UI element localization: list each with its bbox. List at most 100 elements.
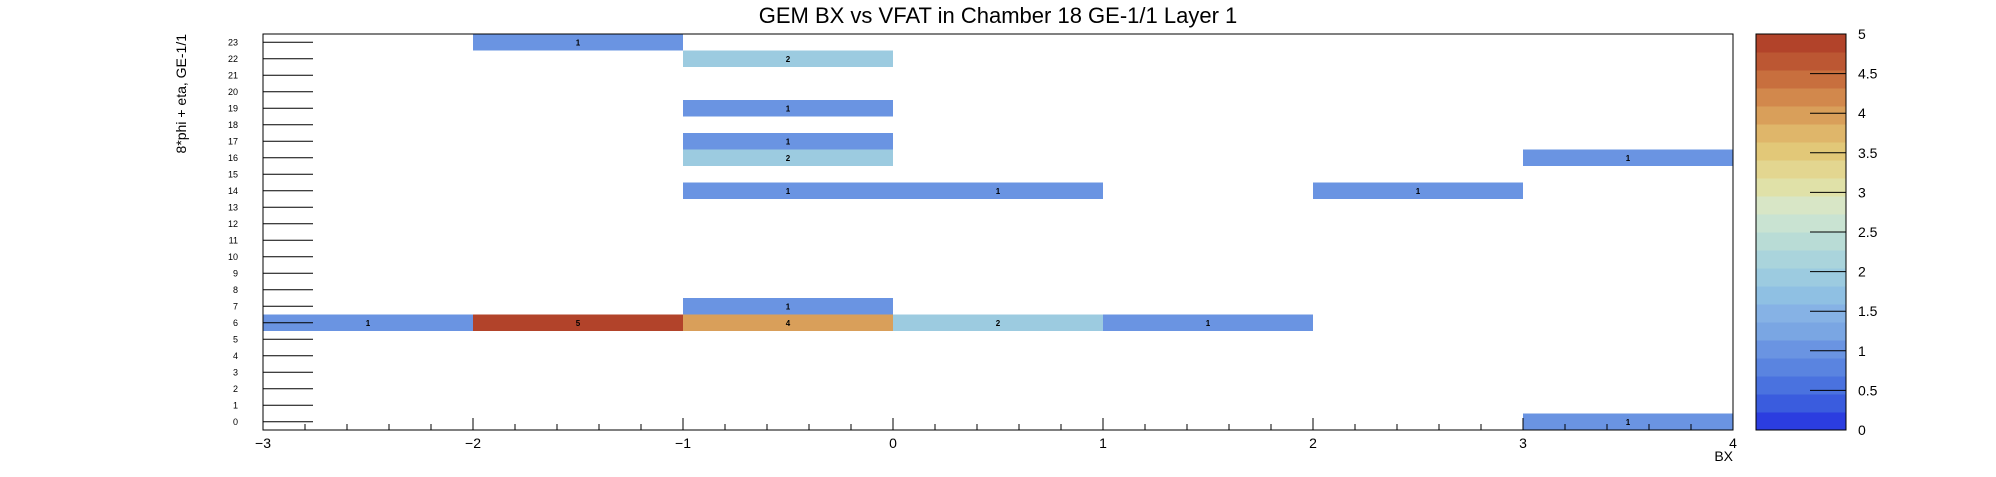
x-axis-label: BX — [1714, 448, 1733, 464]
colorbar-segment — [1756, 214, 1846, 233]
colorbar-tick-label: 3 — [1858, 184, 1866, 200]
colorbar-segment — [1756, 88, 1846, 107]
colorbar-segment — [1756, 340, 1846, 359]
x-tick-label: 2 — [1309, 435, 1317, 451]
heatmap-cell — [683, 100, 893, 117]
y-tick-label: 17 — [228, 136, 238, 146]
y-tick-label: 3 — [233, 367, 238, 377]
colorbar-tick-label: 5 — [1858, 26, 1866, 42]
cell-value-label: 1 — [1626, 154, 1631, 163]
colorbar-tick-label: 3.5 — [1858, 145, 1878, 161]
colorbar-segment — [1756, 268, 1846, 287]
colorbar-segment — [1756, 250, 1846, 269]
y-tick-label: 15 — [228, 169, 238, 179]
chart-title: GEM BX vs VFAT in Chamber 18 GE-1/1 Laye… — [759, 3, 1238, 28]
colorbar-segment — [1756, 286, 1846, 305]
colorbar-segment — [1756, 394, 1846, 413]
y-tick-label: 4 — [233, 351, 238, 361]
plot-frame — [262, 33, 1734, 431]
heatmap-cell — [683, 50, 893, 67]
cell-value-label: 2 — [996, 319, 1001, 328]
colorbar-segment — [1756, 322, 1846, 341]
cell-value-label: 1 — [1626, 418, 1631, 427]
cell-value-label: 2 — [786, 154, 791, 163]
y-tick-label: 0 — [233, 417, 238, 427]
cell-value-label: 2 — [786, 55, 791, 64]
x-tick-label: −2 — [465, 435, 481, 451]
colorbar-tick-label: 4.5 — [1858, 66, 1878, 82]
heatmap-cell — [1523, 413, 1733, 430]
x-tick-label: 3 — [1519, 435, 1527, 451]
colorbar-tick-label: 1.5 — [1858, 303, 1878, 319]
colorbar-segment — [1756, 160, 1846, 179]
y-tick-label: 7 — [233, 301, 238, 311]
y-tick-label: 10 — [228, 252, 238, 262]
heatmap-cell — [683, 182, 893, 199]
heatmap-cell — [473, 34, 683, 51]
colorbar-segment — [1756, 124, 1846, 143]
cell-value-label: 1 — [786, 137, 791, 146]
colorbar-tick-label: 1 — [1858, 343, 1866, 359]
colorbar-segment — [1756, 358, 1846, 377]
x-tick-label: −1 — [675, 435, 691, 451]
colorbar-tick-label: 0.5 — [1858, 382, 1878, 398]
y-tick-label: 13 — [228, 202, 238, 212]
colorbar-segment — [1756, 34, 1846, 53]
cell-value-label: 1 — [1206, 319, 1211, 328]
y-tick-label: 16 — [228, 153, 238, 163]
y-tick-label: 6 — [233, 318, 238, 328]
cell-value-label: 1 — [996, 187, 1001, 196]
heatmap-cell — [1103, 314, 1313, 331]
colorbar-segment — [1756, 232, 1846, 251]
cell-value-label: 4 — [786, 319, 791, 328]
cell-value-label: 1 — [786, 302, 791, 311]
heatmap-cell — [893, 182, 1103, 199]
colorbar-segment — [1756, 376, 1846, 395]
x-tick-label: −3 — [255, 435, 271, 451]
heatmap-cell — [683, 133, 893, 150]
x-tick-label: 0 — [889, 435, 897, 451]
colorbar-tick-label: 2 — [1858, 264, 1866, 280]
cell-value-label: 1 — [786, 187, 791, 196]
colorbar-segment — [1756, 304, 1846, 323]
cell-value-label: 1 — [786, 104, 791, 113]
heatmap-cell — [893, 314, 1103, 331]
colorbar-segment — [1756, 52, 1846, 71]
heatmap-cell — [683, 298, 893, 315]
heatmap-cell — [1313, 182, 1523, 199]
y-tick-label: 19 — [228, 103, 238, 113]
y-axis-label: 8*phi + eta, GE-1/1 — [173, 34, 189, 154]
y-tick-label: 11 — [229, 235, 238, 245]
y-tick-label: 21 — [228, 70, 238, 80]
heatmap-cell — [683, 149, 893, 166]
cell-value-label: 1 — [366, 319, 371, 328]
y-tick-label: 5 — [233, 334, 238, 344]
colorbar-segment — [1756, 412, 1846, 431]
y-tick-label: 22 — [228, 54, 238, 64]
y-tick-label: 12 — [228, 219, 238, 229]
colorbar-segment — [1756, 106, 1846, 125]
cell-value-label: 1 — [576, 38, 581, 47]
y-tick-label: 14 — [228, 186, 238, 196]
heatmap-cell — [263, 314, 473, 331]
cell-value-label: 5 — [576, 319, 581, 328]
colorbar-tick-label: 2.5 — [1858, 224, 1878, 240]
colorbar-segment — [1756, 70, 1846, 89]
heatmap-cell — [683, 314, 893, 331]
heatmap-cell — [1523, 149, 1733, 166]
colorbar-segment — [1756, 196, 1846, 215]
y-tick-label: 2 — [233, 384, 238, 394]
y-tick-label: 23 — [228, 37, 238, 47]
x-tick-label: 4 — [1729, 435, 1737, 451]
y-tick-label: 1 — [233, 400, 238, 410]
colorbar-segment — [1756, 142, 1846, 161]
y-tick-label: 9 — [233, 268, 238, 278]
cell-value-label: 1 — [1416, 187, 1421, 196]
y-tick-label: 8 — [233, 285, 238, 295]
colorbar-segment — [1756, 178, 1846, 197]
colorbar-tick-label: 4 — [1858, 105, 1866, 121]
y-tick-label: 20 — [228, 87, 238, 97]
heatmap-cell — [473, 314, 683, 331]
